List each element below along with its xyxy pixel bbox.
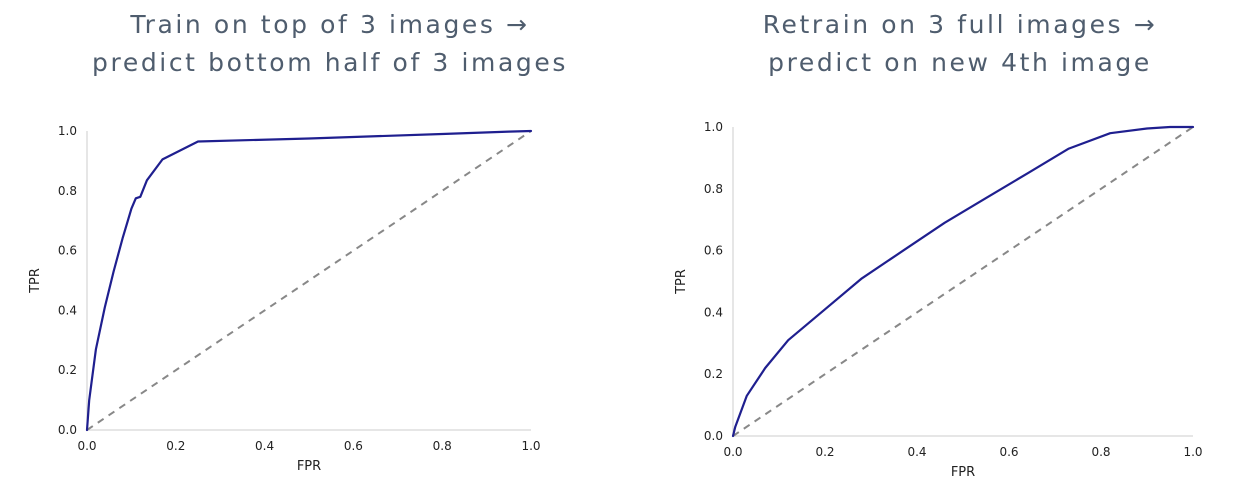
chart-2-x-tick-label: 0.2 (815, 445, 834, 459)
chart-2-x-tick-label: 0.6 (999, 445, 1018, 459)
chart-2-y-axis-label: TPR (674, 269, 689, 295)
chart-1-y-tick-label: 0.0 (58, 423, 77, 437)
chart-1-x-tick-label: 0.0 (77, 439, 96, 453)
chart-1: 0.0 0.2 0.4 0.6 0.8 1.0 0.0 0.2 0.4 0.6 0.8 1.0 FPR T… (28, 124, 541, 474)
chart-2-x-axis-label: FPR (951, 465, 975, 480)
chart-2-y-tick-label: 0.2 (704, 367, 723, 381)
chart-1-roc-curve (85, 129, 533, 432)
chart-2-x-tick-label: 0.8 (1091, 445, 1110, 459)
chart-2-roc-curve (731, 125, 1195, 438)
chart-1-x-tick-label: 1.0 (521, 439, 540, 453)
chart-1-y-tick-label: 0.2 (58, 363, 77, 377)
chart-2-y-tick-label: 1.0 (704, 120, 723, 134)
chart-2: 0.0 0.2 0.4 0.6 0.8 1.0 0.0 0.2 0.4 0.6 0.8 1.0 FPR T… (674, 120, 1203, 480)
chart-2-title: Retrain on 3 full images → predict on ne… (660, 6, 1260, 82)
chart-2-title-line-2: predict on new 4th image (768, 48, 1152, 77)
chart-1-x-tick-label: 0.4 (255, 439, 274, 453)
chart-2-y-tick-label: 0.0 (704, 429, 723, 443)
chart-1-title: Train on top of 3 images → predict botto… (40, 6, 620, 82)
chart-1-title-line-1: Train on top of 3 images → (130, 10, 530, 39)
chart-2-chance-line (732, 126, 1194, 437)
chart-1-x-tick-label: 0.2 (166, 439, 185, 453)
chart-1-x-axis-label: FPR (297, 459, 321, 474)
chart-1-y-axis-label: TPR (28, 268, 43, 294)
chart-1-y-tick-label: 1.0 (58, 124, 77, 138)
chart-2-y-tick-label: 0.6 (704, 244, 723, 258)
chart-2-x-tick-label: 0.0 (723, 445, 742, 459)
chart-2-title-line-1: Retrain on 3 full images → (762, 10, 1158, 39)
chart-2-x-tick-label: 1.0 (1183, 445, 1202, 459)
chart-1-y-tick-label: 0.6 (58, 244, 77, 258)
chart-1-x-tick-label: 0.8 (433, 439, 452, 453)
chart-1-y-tick-label: 0.8 (58, 184, 77, 198)
chart-2-y-tick-label: 0.4 (704, 305, 723, 319)
chart-2-y-tick-label: 0.8 (704, 182, 723, 196)
chart-1-y-tick-label: 0.4 (58, 303, 77, 317)
chart-1-chance-line (86, 130, 532, 431)
chart-1-title-line-2: predict bottom half of 3 images (92, 48, 568, 77)
chart-1-x-tick-label: 0.6 (344, 439, 363, 453)
chart-2-x-tick-label: 0.4 (907, 445, 926, 459)
